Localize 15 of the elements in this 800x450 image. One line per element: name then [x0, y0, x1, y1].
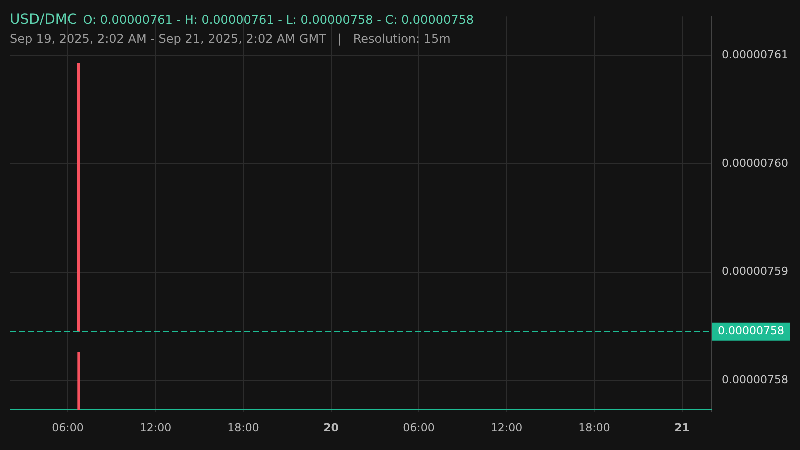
- x-tick-label: 18:00: [228, 421, 260, 434]
- chart-title: USD/DMC: [10, 12, 78, 28]
- y-tick-label: 0.00000761: [722, 48, 788, 62]
- annotation: O: 0.00000761 - H: 0.00000761 - L: 0.00000758 - C: 0.00000758: [83, 13, 474, 27]
- x-tick-label: 18:00: [578, 421, 610, 434]
- x-tick-label: 21: [674, 421, 690, 434]
- x-tick-label: 12:00: [140, 421, 172, 434]
- y-tick-label: 0.00000760: [722, 156, 788, 170]
- y-tick-label: 0.00000759: [722, 265, 788, 278]
- text: Sep 19, 2025, 2:02 AM - Sep 21, 2025, 2:02 AM GMT | Resolution: 15m: [10, 32, 451, 46]
- x-tick-label: 06:00: [403, 421, 435, 434]
- x-tick-label: 20: [324, 421, 340, 434]
- y-tick-label: 0.00000758: [722, 373, 788, 386]
- x-tick-label: 12:00: [490, 421, 523, 434]
- x-tick-label: 06:00: [52, 421, 84, 434]
